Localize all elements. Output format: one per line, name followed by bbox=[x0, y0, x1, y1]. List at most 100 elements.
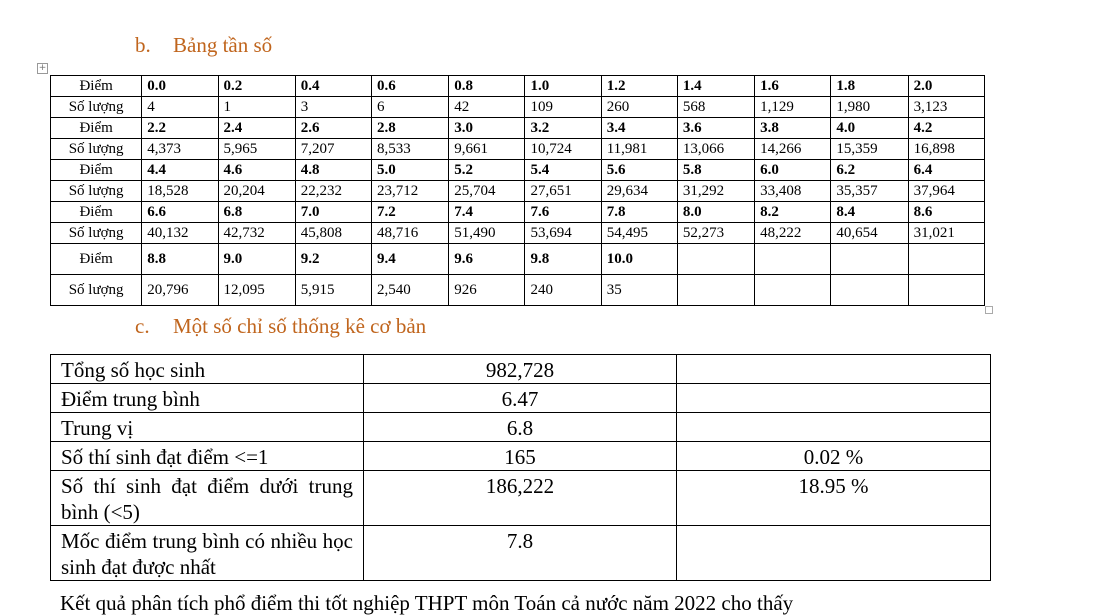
table-row: Số lượng 20,796 12,095 5,915 2,540 926 240 35 bbox=[49, 274, 986, 306]
score-cell: 7.4 bbox=[448, 201, 526, 223]
count-cell: 109 bbox=[524, 96, 602, 118]
count-cell: 48,222 bbox=[754, 222, 832, 244]
score-cell: 6.6 bbox=[141, 201, 219, 223]
count-cell: 31,292 bbox=[676, 180, 756, 202]
score-cell: 8.8 bbox=[141, 243, 219, 275]
count-cell: 48,716 bbox=[370, 222, 450, 244]
table-move-handle-icon[interactable]: + bbox=[37, 63, 48, 74]
score-cell: 9.2 bbox=[294, 243, 372, 275]
score-cell: 2.2 bbox=[141, 117, 219, 139]
stat-value: 186,222 bbox=[363, 470, 677, 526]
count-cell: 926 bbox=[448, 274, 526, 306]
count-cell: 29,634 bbox=[600, 180, 678, 202]
score-cell: 5.4 bbox=[524, 159, 602, 181]
row-label-score: Điểm bbox=[49, 75, 143, 97]
score-cell: 0.2 bbox=[217, 75, 296, 97]
score-cell: 3.8 bbox=[754, 117, 832, 139]
section-b-title: Bảng tần số bbox=[173, 33, 273, 57]
section-c-heading: c. Một số chỉ số thống kê cơ bản bbox=[135, 314, 426, 339]
count-cell: 31,021 bbox=[907, 222, 986, 244]
stat-label: Tổng số học sinh bbox=[50, 354, 364, 384]
count-cell: 260 bbox=[600, 96, 678, 118]
statistics-table: Tổng số học sinh 982,728 Điểm trung bình 6.… bbox=[50, 354, 991, 581]
score-cell: 5.8 bbox=[676, 159, 756, 181]
stat-value: 6.8 bbox=[363, 412, 677, 442]
score-cell: 7.6 bbox=[524, 201, 602, 223]
table-row: Số lượng 4,373 5,965 7,207 8,533 9,661 10,724 1… bbox=[49, 138, 986, 160]
score-cell: 2.8 bbox=[370, 117, 450, 139]
table-row: Mốc điểm trung bình có nhiều học sinh đạ… bbox=[50, 525, 991, 581]
stat-percent bbox=[676, 383, 991, 413]
count-cell: 23,712 bbox=[370, 180, 450, 202]
count-cell bbox=[754, 274, 832, 306]
section-c-number: c. bbox=[135, 314, 150, 338]
score-cell: 3.0 bbox=[448, 117, 526, 139]
count-cell: 35,357 bbox=[830, 180, 909, 202]
table-row: Số lượng 4 1 3 6 42 109 260 568 1,129 1,980 3,123 bbox=[49, 96, 986, 118]
stat-percent: 0.02 % bbox=[676, 441, 991, 471]
count-cell: 35 bbox=[600, 274, 678, 306]
score-cell: 0.4 bbox=[294, 75, 372, 97]
count-cell: 1,129 bbox=[754, 96, 832, 118]
count-cell: 1 bbox=[217, 96, 296, 118]
score-cell: 9.0 bbox=[217, 243, 296, 275]
count-cell: 9,661 bbox=[448, 138, 526, 160]
count-cell: 2,540 bbox=[370, 274, 450, 306]
count-cell: 40,654 bbox=[830, 222, 909, 244]
row-label-count: Số lượng bbox=[49, 96, 143, 118]
count-cell: 51,490 bbox=[448, 222, 526, 244]
stat-value: 165 bbox=[363, 441, 677, 471]
score-cell: 1.4 bbox=[676, 75, 756, 97]
count-cell: 10,724 bbox=[524, 138, 602, 160]
table-row: Số thí sinh đạt điểm <=1 165 0.02 % bbox=[50, 441, 991, 471]
count-cell: 15,359 bbox=[830, 138, 909, 160]
stat-label: Số thí sinh đạt điểm dưới trung bình (<5… bbox=[50, 470, 364, 526]
frequency-table: Điểm 0.0 0.2 0.4 0.6 0.8 1.0 1.2 1.4 1.6 1.8 2.0 Số … bbox=[49, 75, 986, 306]
count-cell bbox=[830, 274, 909, 306]
score-cell: 3.6 bbox=[676, 117, 756, 139]
row-label-score: Điểm bbox=[49, 243, 143, 275]
stat-percent bbox=[676, 354, 991, 384]
count-cell: 37,964 bbox=[907, 180, 986, 202]
table-resize-handle-icon[interactable] bbox=[985, 306, 993, 314]
stat-value: 7.8 bbox=[363, 525, 677, 581]
score-cell: 2.4 bbox=[217, 117, 296, 139]
score-cell: 9.6 bbox=[448, 243, 526, 275]
count-cell: 22,232 bbox=[294, 180, 372, 202]
count-cell: 6 bbox=[370, 96, 450, 118]
stat-percent bbox=[676, 525, 991, 581]
count-cell: 11,981 bbox=[600, 138, 678, 160]
score-cell: 1.0 bbox=[524, 75, 602, 97]
score-cell bbox=[676, 243, 756, 275]
score-cell bbox=[754, 243, 832, 275]
count-cell: 45,808 bbox=[294, 222, 372, 244]
section-b-number: b. bbox=[135, 33, 151, 57]
count-cell: 18,528 bbox=[141, 180, 219, 202]
stat-label: Số thí sinh đạt điểm <=1 bbox=[50, 441, 364, 471]
score-cell: 6.0 bbox=[754, 159, 832, 181]
count-cell: 1,980 bbox=[830, 96, 909, 118]
count-cell: 8,533 bbox=[370, 138, 450, 160]
score-cell bbox=[907, 243, 986, 275]
table-row: Điểm 2.2 2.4 2.6 2.8 3.0 3.2 3.4 3.6 3.8 4.0 4.2 bbox=[49, 117, 986, 139]
score-cell: 8.2 bbox=[754, 201, 832, 223]
score-cell: 4.0 bbox=[830, 117, 909, 139]
table-row: Số lượng 18,528 20,204 22,232 23,712 25,704 27… bbox=[49, 180, 986, 202]
stat-label: Trung vị bbox=[50, 412, 364, 442]
count-cell: 20,204 bbox=[217, 180, 296, 202]
score-cell: 1.8 bbox=[830, 75, 909, 97]
table-row: Điểm trung bình 6.47 bbox=[50, 383, 991, 413]
count-cell: 33,408 bbox=[754, 180, 832, 202]
score-cell: 2.0 bbox=[907, 75, 986, 97]
stat-label: Mốc điểm trung bình có nhiều học sinh đạ… bbox=[50, 525, 364, 581]
count-cell: 27,651 bbox=[524, 180, 602, 202]
score-cell: 1.2 bbox=[600, 75, 678, 97]
count-cell: 4,373 bbox=[141, 138, 219, 160]
stat-percent bbox=[676, 412, 991, 442]
stat-label: Điểm trung bình bbox=[50, 383, 364, 413]
score-cell: 8.6 bbox=[907, 201, 986, 223]
score-cell: 9.4 bbox=[370, 243, 450, 275]
score-cell: 2.6 bbox=[294, 117, 372, 139]
score-cell: 4.8 bbox=[294, 159, 372, 181]
score-cell: 7.0 bbox=[294, 201, 372, 223]
